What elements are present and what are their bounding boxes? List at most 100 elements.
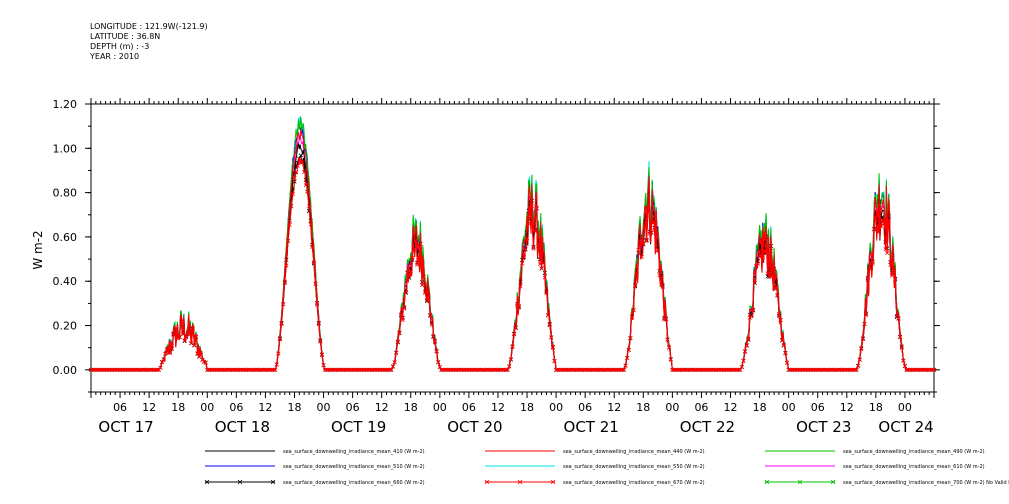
series-marker — [658, 274, 664, 279]
depth-text: DEPTH (m) : -3 — [90, 42, 150, 51]
series-marker — [468, 367, 473, 372]
series-marker — [526, 212, 531, 217]
series-marker — [434, 349, 439, 354]
x-tick-label: 00 — [898, 401, 912, 414]
series-marker — [279, 321, 284, 326]
series-marker — [660, 284, 665, 289]
series-marker — [667, 345, 672, 350]
x-tick-label: 12 — [491, 401, 505, 414]
series-marker — [573, 367, 578, 372]
year-text: YEAR : 2010 — [90, 52, 140, 61]
series-marker — [379, 367, 384, 372]
y-tick-label: 0.20 — [53, 320, 78, 333]
series-marker — [554, 367, 559, 372]
legend-label: sea_surface_downwelling_irradiance_mean_… — [283, 464, 425, 470]
series-marker — [101, 367, 107, 372]
series-marker — [492, 367, 497, 372]
day-label: OCT 18 — [215, 418, 270, 436]
series-marker — [920, 367, 925, 372]
series-marker — [463, 367, 468, 372]
series-marker — [229, 367, 234, 372]
series-marker — [334, 367, 339, 372]
series-marker — [760, 243, 765, 248]
series-marker — [224, 367, 229, 372]
series-marker — [720, 367, 725, 372]
series-marker — [778, 317, 783, 323]
series-marker — [928, 367, 933, 372]
series-marker — [801, 367, 806, 372]
series-marker — [877, 203, 882, 208]
series-marker — [516, 303, 522, 308]
series-marker — [734, 367, 740, 372]
series-marker — [221, 367, 226, 372]
series-marker — [398, 312, 404, 317]
series-marker — [88, 367, 94, 372]
series-marker — [158, 365, 163, 370]
series-marker — [896, 316, 901, 321]
series-marker — [508, 357, 513, 362]
series-marker — [731, 367, 736, 372]
series-marker — [810, 367, 815, 372]
series-marker — [794, 367, 799, 372]
series-marker — [95, 367, 100, 372]
series-marker — [618, 367, 623, 372]
series-marker — [311, 260, 316, 265]
series-marker — [315, 302, 320, 307]
series-marker — [852, 367, 857, 372]
series-marker — [812, 367, 817, 372]
series-marker — [717, 367, 722, 372]
series-marker — [544, 290, 549, 295]
series-marker — [248, 367, 253, 372]
series-marker — [773, 286, 778, 292]
series-marker — [575, 367, 580, 372]
x-tick-label: 12 — [258, 401, 272, 414]
series-marker — [799, 367, 804, 372]
series-marker — [331, 367, 336, 372]
series-marker — [730, 367, 735, 372]
series-marker — [836, 367, 841, 372]
series-marker — [763, 234, 769, 239]
series-marker — [675, 367, 680, 372]
series-marker — [132, 367, 137, 372]
series-marker — [195, 351, 200, 357]
series-marker — [917, 367, 922, 372]
series-marker — [623, 363, 628, 368]
x-tick-label: 00 — [782, 401, 796, 414]
series-marker — [411, 248, 417, 253]
series-marker — [470, 367, 475, 372]
series-marker — [318, 339, 323, 344]
series-marker — [298, 153, 304, 158]
series-marker — [625, 355, 630, 361]
series-marker — [755, 261, 761, 266]
series-marker — [489, 367, 494, 372]
series-marker — [155, 367, 160, 372]
series-marker — [529, 204, 534, 209]
series-marker — [177, 335, 182, 340]
series-marker — [830, 367, 835, 372]
series-marker — [227, 367, 232, 372]
series-marker — [255, 367, 260, 372]
series-marker — [883, 247, 888, 252]
series-marker — [814, 367, 819, 372]
series-marker — [859, 346, 864, 352]
series-marker — [646, 209, 651, 214]
series-marker — [116, 367, 121, 372]
series-marker — [670, 367, 675, 372]
series-marker — [130, 367, 136, 372]
series-marker — [352, 367, 357, 372]
series-marker — [93, 367, 98, 372]
x-tick-label: 06 — [811, 401, 825, 414]
series-marker — [571, 367, 576, 372]
series-marker — [499, 367, 504, 372]
series-marker — [783, 351, 788, 356]
series-marker — [615, 367, 620, 372]
series-marker — [445, 367, 450, 372]
series-marker — [796, 367, 801, 372]
series-marker — [558, 367, 564, 372]
x-tick-label: 00 — [665, 401, 679, 414]
series-marker — [885, 250, 890, 255]
series-marker — [510, 344, 515, 350]
series-marker — [586, 367, 591, 372]
series-marker — [793, 367, 798, 372]
